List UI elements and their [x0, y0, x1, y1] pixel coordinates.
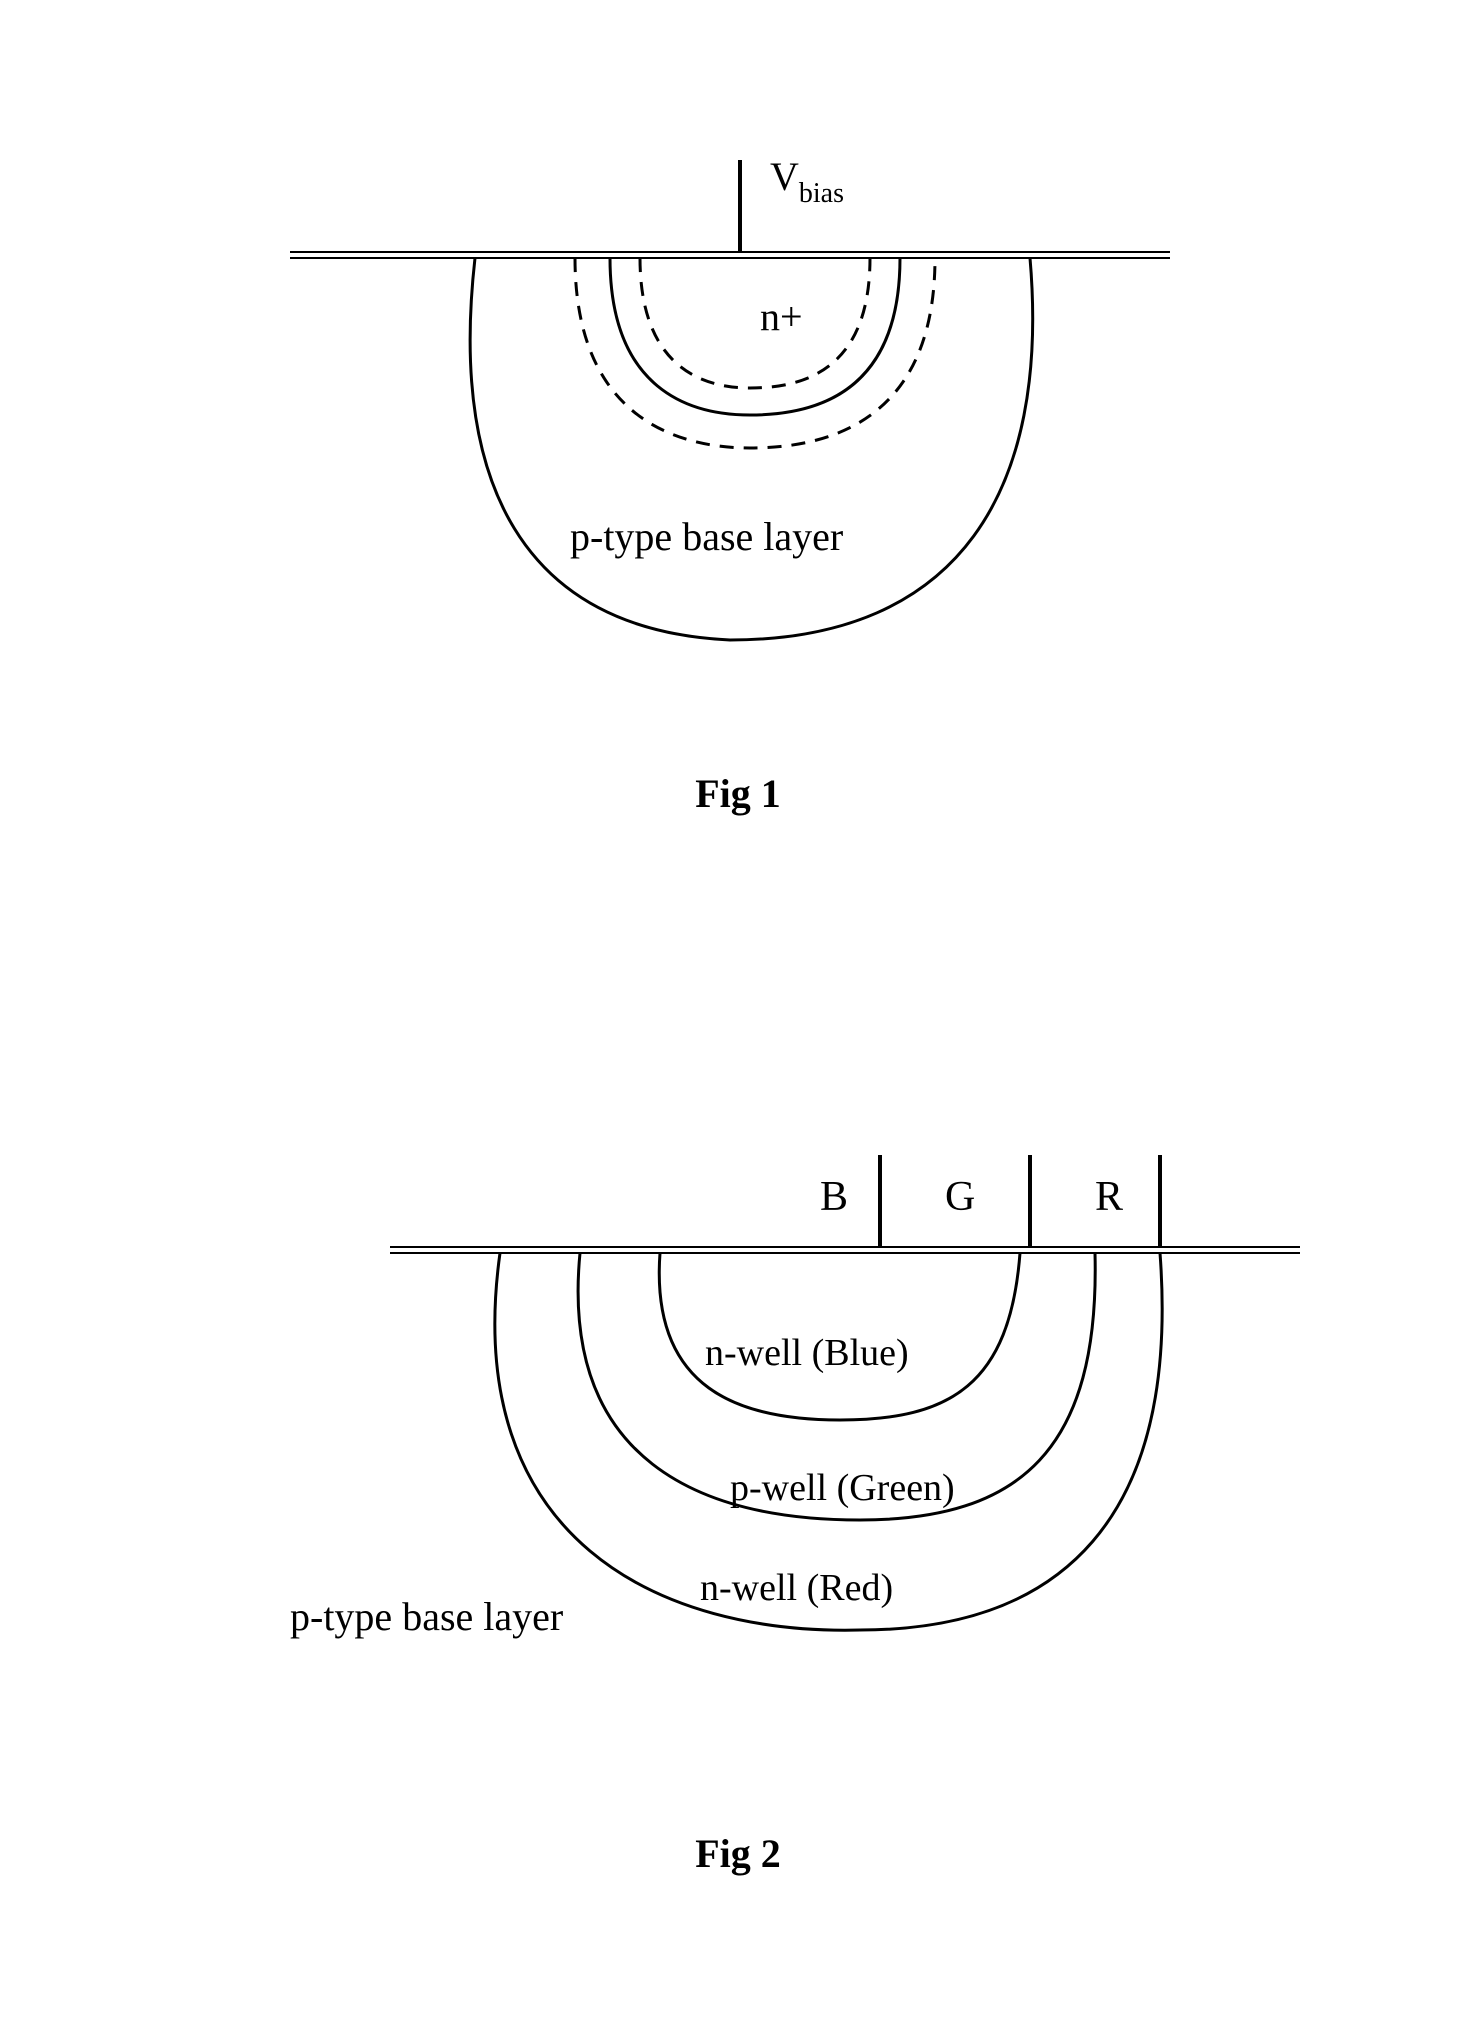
terminal-b-label: B — [820, 1174, 848, 1220]
vbias-sub: bias — [799, 178, 844, 209]
figure-1-caption: Fig 1 — [0, 770, 1476, 817]
well-green-label: p-well (Green) — [730, 1467, 955, 1509]
well-blue-label: n-well (Blue) — [705, 1332, 909, 1374]
nplus-solid — [610, 258, 900, 415]
figure-2-caption: Fig 2 — [0, 1830, 1476, 1877]
vbias-label: Vbias — [770, 154, 844, 209]
terminal-g-label: G — [945, 1174, 975, 1220]
well-red-label: n-well (Red) — [700, 1567, 893, 1609]
figure-1: Vbias n+ p-type base layer — [260, 130, 1200, 690]
figure-2: B G R n-well (Blue) p-well (Green) n-wel… — [160, 1100, 1320, 1750]
nplus-dash-inner — [640, 258, 870, 388]
fig2-pbase-label: p-type base layer — [290, 1594, 563, 1639]
page: Vbias n+ p-type base layer Fig 1 B G R n… — [0, 0, 1476, 2036]
terminal-r-label: R — [1095, 1174, 1123, 1220]
nplus-label: n+ — [760, 294, 803, 339]
pbase-label: p-type base layer — [570, 514, 843, 559]
